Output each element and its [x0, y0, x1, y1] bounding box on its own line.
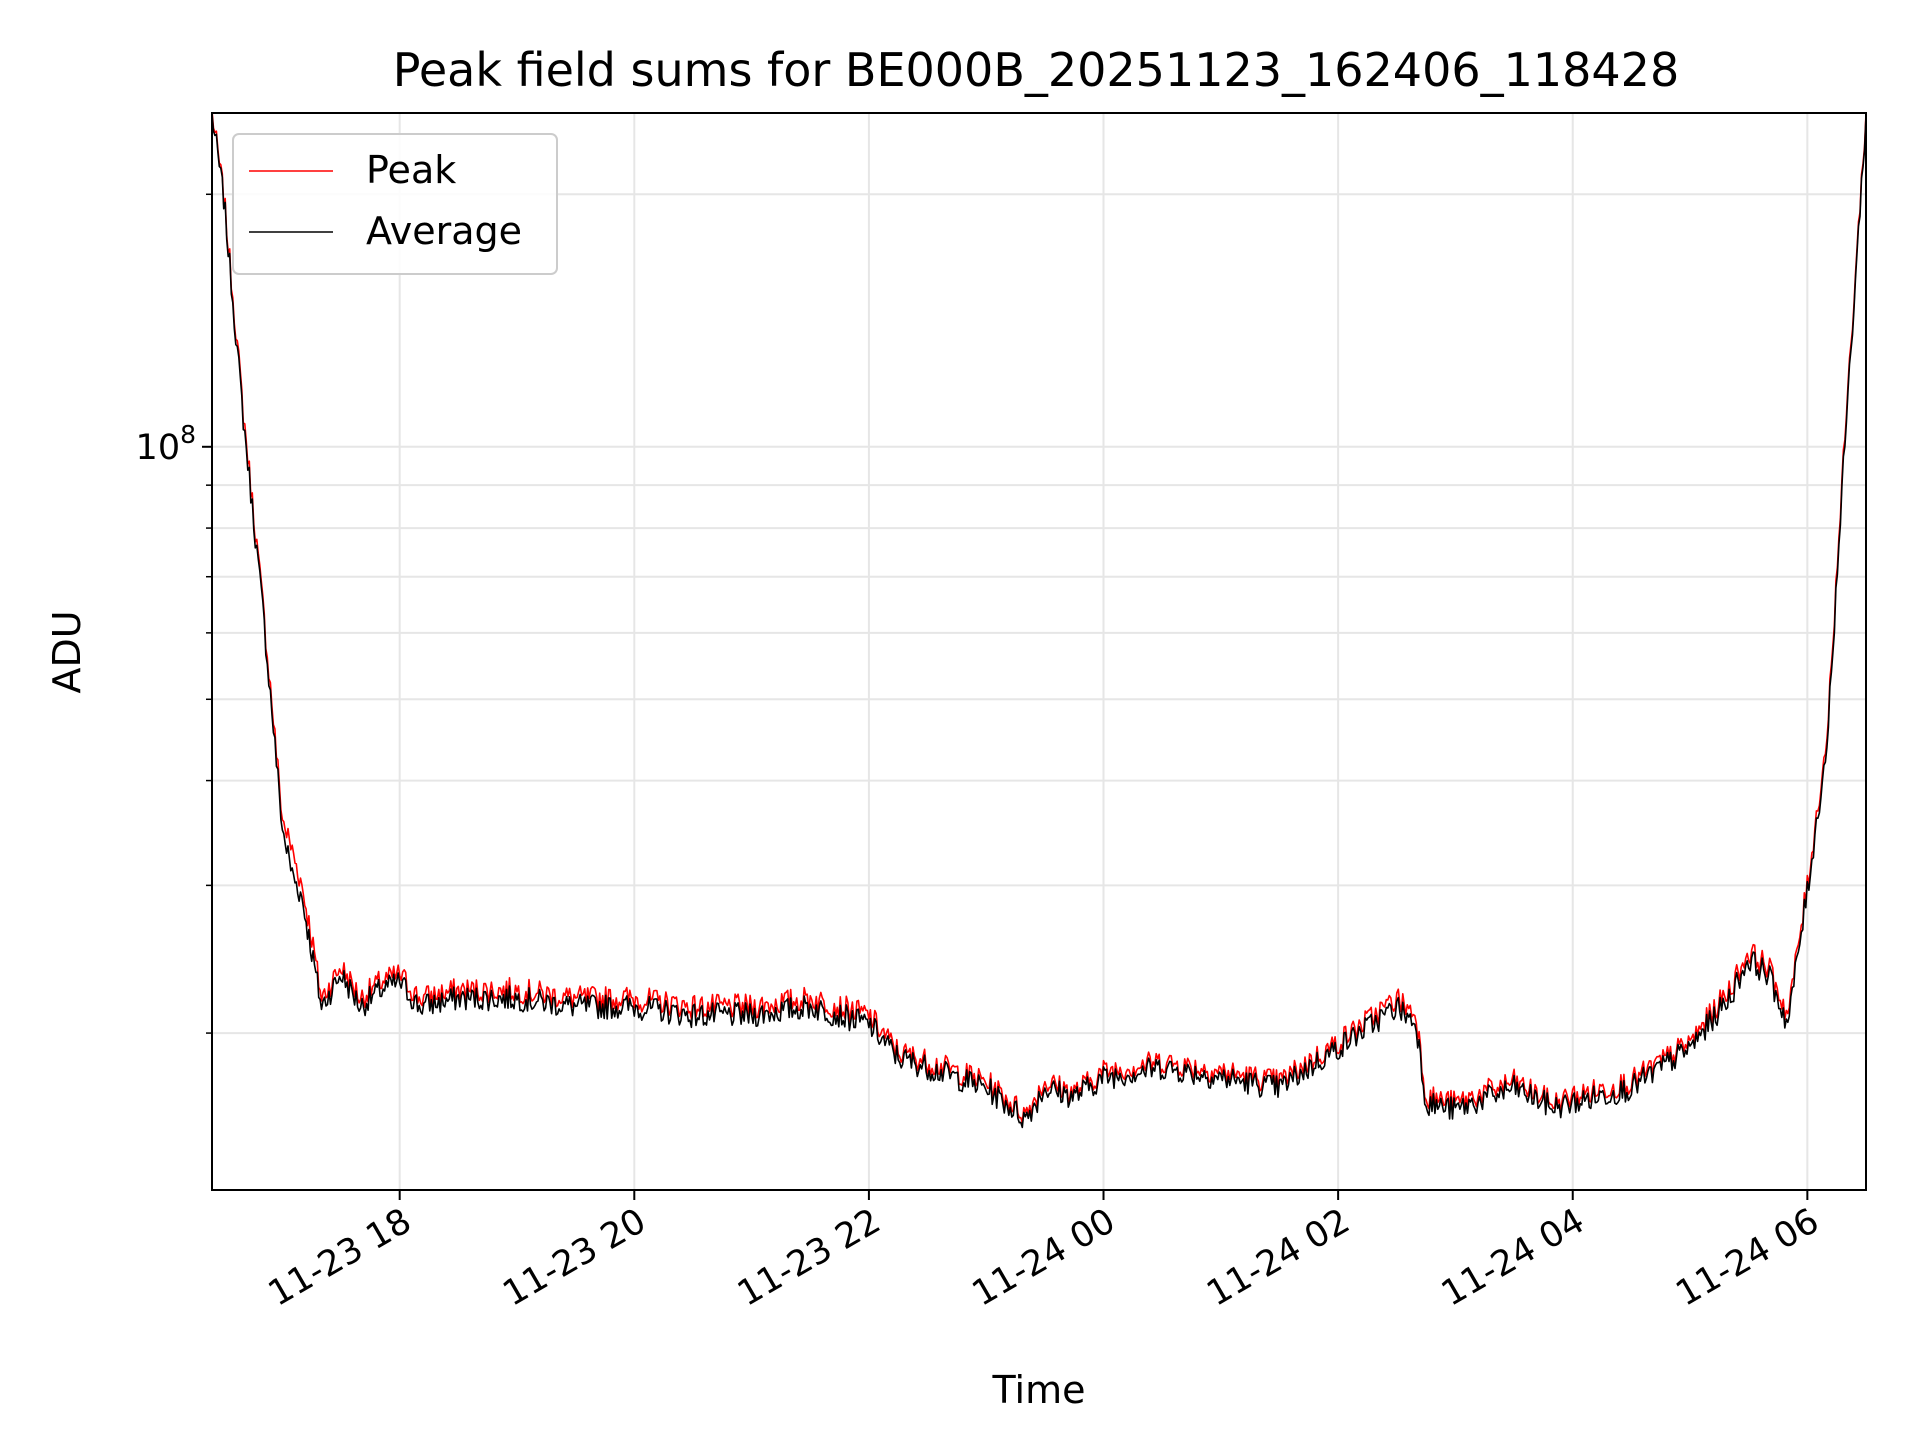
legend: Peak Average [232, 133, 558, 275]
y-tick-label: 108 [136, 420, 196, 468]
y-axis: 108 [136, 193, 212, 1034]
legend-label-peak: Peak [366, 148, 456, 192]
series-line-average [212, 113, 1866, 1129]
legend-label-average: Average [366, 209, 522, 253]
plot-frame [211, 112, 1867, 1191]
legend-box [232, 133, 558, 275]
chart-title: Peak field sums for BE000B_20251123_1624… [393, 43, 1679, 97]
y-axis-label: ADU [45, 610, 89, 693]
grid [212, 113, 1866, 1190]
x-axis-label: Time [992, 1368, 1086, 1412]
